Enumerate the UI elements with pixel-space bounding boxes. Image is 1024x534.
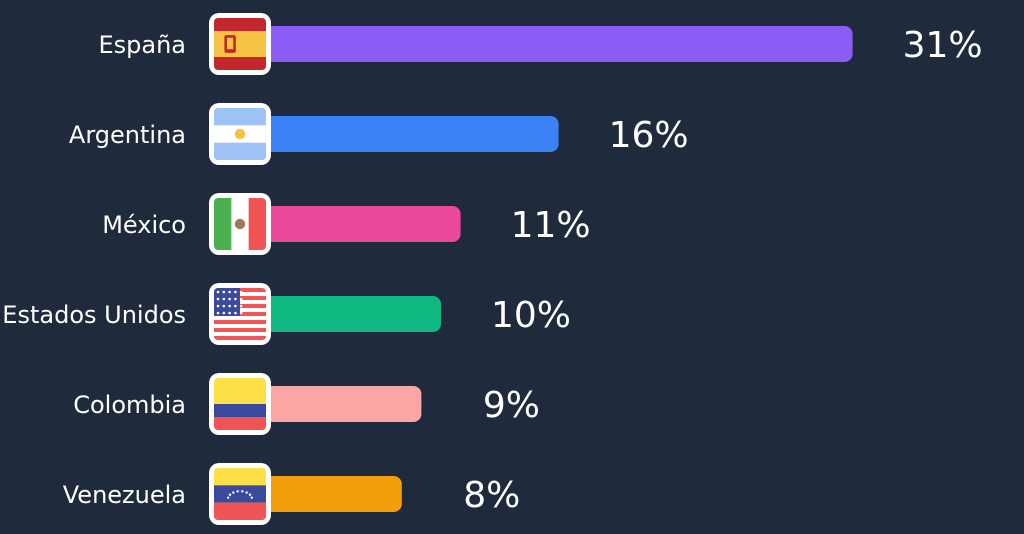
value-label: 10% — [491, 295, 571, 336]
category-label: Estados Unidos — [2, 301, 186, 329]
flag-colombia-icon — [209, 373, 271, 435]
bar-row: México 11% — [102, 193, 591, 255]
bar-row: Venezuela 8% — [63, 463, 520, 525]
category-label: México — [102, 211, 186, 239]
flag-usa-icon — [209, 283, 271, 345]
bar — [245, 386, 422, 422]
flag-venezuela-icon — [209, 463, 271, 525]
bar-row: Argentina 16% — [69, 103, 689, 165]
value-label: 16% — [609, 115, 689, 156]
category-label: España — [98, 31, 186, 59]
flag-spain-icon — [209, 13, 271, 75]
flag-argentina-icon — [209, 103, 271, 165]
value-label: 31% — [903, 25, 983, 66]
bar — [245, 296, 441, 332]
bar-row: Colombia 9% — [73, 373, 540, 435]
bar — [245, 26, 853, 62]
value-label: 11% — [511, 205, 591, 246]
category-label: Colombia — [73, 391, 186, 419]
bar — [245, 116, 559, 152]
category-label: Argentina — [69, 121, 186, 149]
bar-row: Estados Unidos 10% — [2, 283, 571, 345]
flag-mexico-icon — [209, 193, 271, 255]
category-label: Venezuela — [63, 481, 186, 509]
value-label: 8% — [463, 475, 520, 516]
bar — [245, 206, 461, 242]
bar — [245, 476, 402, 512]
value-label: 9% — [483, 385, 540, 426]
bar-row: España 31% — [98, 13, 983, 75]
